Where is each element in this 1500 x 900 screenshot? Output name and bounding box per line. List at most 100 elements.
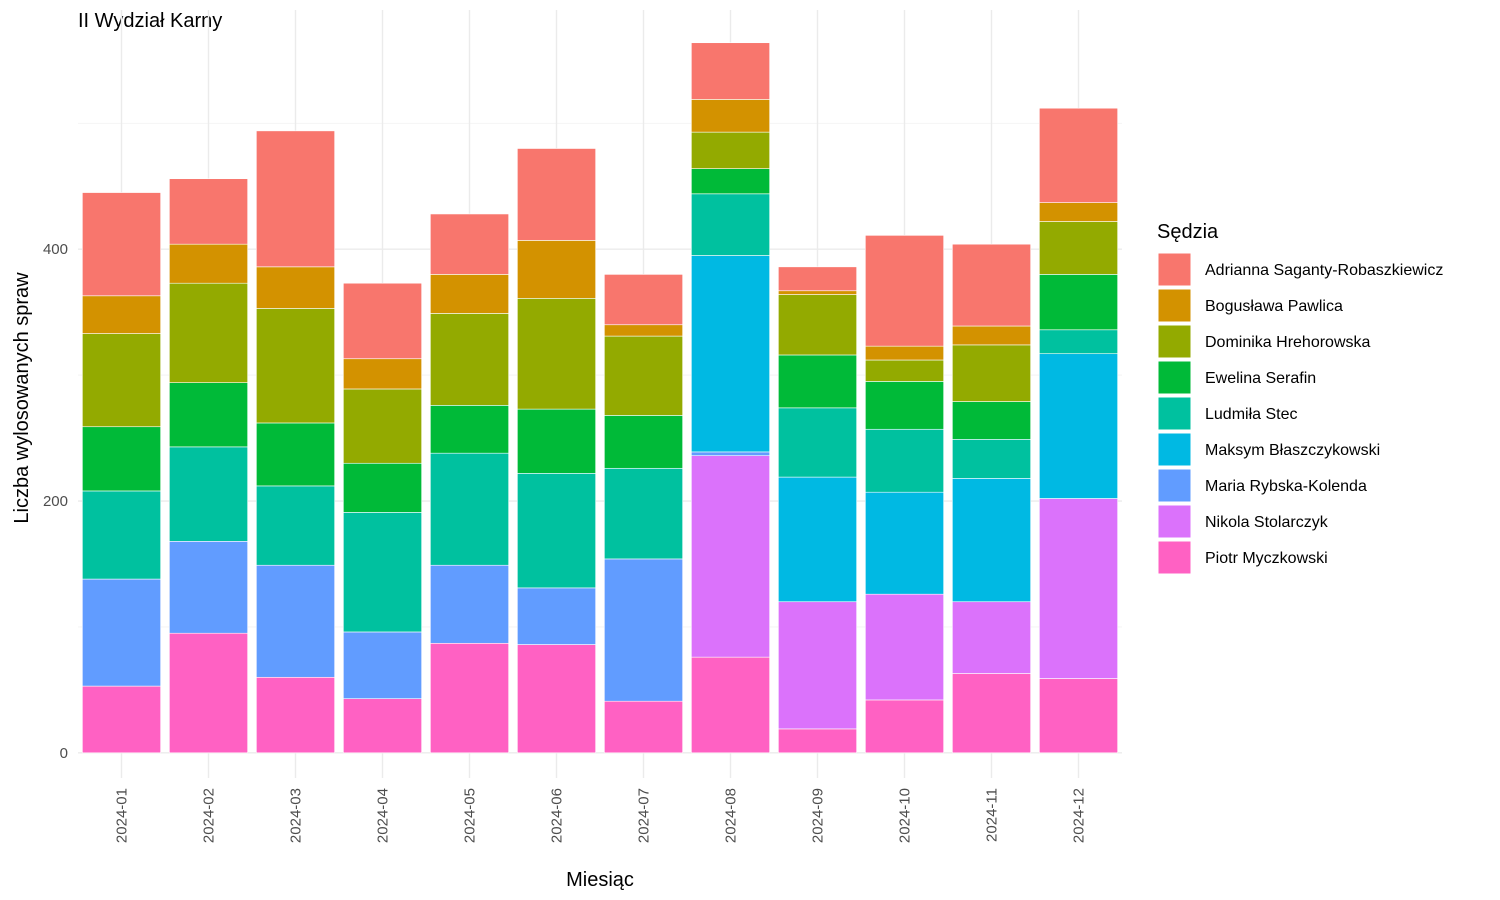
- bar-segment: [1039, 274, 1118, 331]
- bar-segment: [604, 335, 683, 416]
- bar-segment: [691, 131, 770, 169]
- legend-label: Piotr Myczkowski: [1205, 550, 1328, 567]
- bar-segment: [778, 266, 857, 292]
- bar-segment: [343, 388, 422, 464]
- bar-segment: [256, 676, 335, 754]
- bar-segment: [430, 642, 509, 754]
- bar-segment: [865, 593, 944, 701]
- bar-segment: [343, 358, 422, 390]
- y-tick-label: 200: [43, 493, 68, 510]
- bar-segment: [430, 405, 509, 454]
- bar-segment: [82, 490, 161, 580]
- legend-label: Adrianna Saganty-Robaszkiewicz: [1205, 262, 1443, 279]
- y-tick-label: 0: [60, 745, 68, 762]
- bar-segment: [82, 192, 161, 297]
- bar-segment: [952, 601, 1031, 674]
- bar-segment: [1039, 353, 1118, 499]
- legend-label: Maria Rybska-Kolenda: [1205, 478, 1367, 495]
- bar-segment: [169, 243, 248, 284]
- bar-segment: [952, 478, 1031, 603]
- bar-segment: [1039, 221, 1118, 275]
- bar-segment: [691, 656, 770, 754]
- bar-segment: [778, 407, 857, 478]
- bar-segment: [952, 673, 1031, 754]
- bar-segment: [865, 359, 944, 382]
- bar-segment: [778, 290, 857, 295]
- bar-segment: [256, 266, 335, 309]
- legend-label: Bogusława Pawlica: [1205, 298, 1343, 315]
- x-tick-label: 2024-09: [810, 788, 827, 843]
- bar-segment: [691, 99, 770, 133]
- bar-segment: [865, 428, 944, 493]
- bar-segment: [691, 451, 770, 456]
- bar-segment: [256, 130, 335, 268]
- bar-segment: [604, 274, 683, 326]
- bar-segment: [1039, 202, 1118, 222]
- legend-swatch: [1157, 252, 1192, 287]
- y-tick-label: 400: [43, 241, 68, 258]
- bar-segment: [517, 298, 596, 410]
- legend-swatch: [1157, 432, 1192, 467]
- bar-segment: [517, 473, 596, 589]
- bar-segment: [778, 601, 857, 730]
- bar-segment: [778, 294, 857, 356]
- x-tick-label: 2024-01: [114, 788, 131, 843]
- bar-segment: [256, 485, 335, 566]
- bar-segment: [256, 564, 335, 678]
- x-tick-label: 2024-12: [1071, 788, 1088, 843]
- bar-segment: [343, 512, 422, 633]
- bar-segment: [169, 382, 248, 448]
- bar-segment: [1039, 107, 1118, 203]
- legend-swatch: [1157, 468, 1192, 503]
- bar-segment: [691, 42, 770, 100]
- x-axis-ticks: 2024-01 2024-02 2024-03 2024-04 2024-05 2024-…: [114, 788, 1088, 843]
- y-axis-ticks: 0 200 400: [43, 241, 68, 762]
- bar-segment: [604, 700, 683, 754]
- bar-segment: [952, 401, 1031, 440]
- bar-segment: [169, 632, 248, 754]
- bar-segment: [691, 255, 770, 453]
- bar-segment: [517, 587, 596, 645]
- bar-segment: [865, 345, 944, 361]
- legend-swatch: [1157, 360, 1192, 395]
- bar-segment: [343, 631, 422, 699]
- bar-segment: [1039, 329, 1118, 355]
- bar-segment: [256, 308, 335, 424]
- bar-segment: [865, 699, 944, 754]
- bar-segment: [517, 148, 596, 241]
- bar-segment: [691, 168, 770, 195]
- bar-segment: [1039, 678, 1118, 754]
- bar-segment: [82, 295, 161, 334]
- bar-segment: [691, 193, 770, 256]
- legend-label: Ludmiła Stec: [1205, 406, 1298, 423]
- bar-segment: [778, 476, 857, 603]
- bar-segment: [82, 685, 161, 754]
- legend-swatch: [1157, 396, 1192, 431]
- bar-segment: [1039, 498, 1118, 679]
- legend-label: Ewelina Serafin: [1205, 370, 1316, 387]
- legend-swatch: [1157, 324, 1192, 359]
- bar-segment: [343, 282, 422, 360]
- bar-segment: [82, 333, 161, 428]
- bar-segment: [169, 282, 248, 383]
- bar-segment: [343, 698, 422, 754]
- bar-segment: [256, 422, 335, 487]
- bar-segment: [952, 344, 1031, 402]
- x-tick-label: 2024-04: [375, 788, 392, 843]
- legend-swatch: [1157, 504, 1192, 539]
- bar-segment: [604, 558, 683, 702]
- x-tick-label: 2024-11: [984, 788, 1001, 842]
- bar-segment: [604, 415, 683, 469]
- chart-title: II Wydział Karny: [78, 10, 222, 32]
- bar-segment: [517, 644, 596, 754]
- bar-segment: [82, 426, 161, 492]
- bar-segment: [778, 354, 857, 409]
- legend-label: Dominika Hrehorowska: [1205, 334, 1370, 351]
- bar-segment: [865, 381, 944, 430]
- bar-segment: [865, 491, 944, 595]
- bars: [82, 42, 1118, 754]
- bar-segment: [430, 274, 509, 314]
- bar-segment: [169, 541, 248, 634]
- bar-segment: [865, 235, 944, 347]
